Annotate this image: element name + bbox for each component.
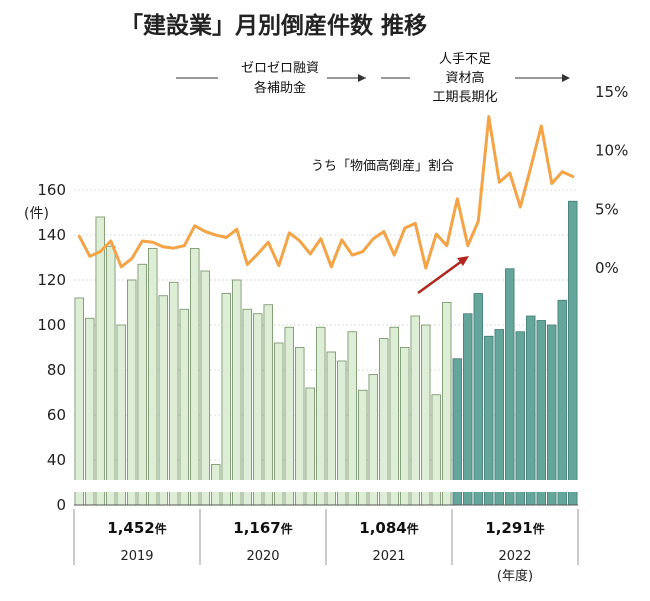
bar [137, 263, 147, 506]
phase1-line2: 各補助金 [254, 80, 306, 96]
svg-text:1,452件: 1,452件 [107, 519, 166, 537]
bar [169, 281, 179, 506]
bar [526, 315, 536, 506]
bar [116, 324, 126, 506]
y-tick-label: 60 [47, 406, 66, 424]
y-right-tick-label: 0% [595, 259, 619, 277]
bar [85, 317, 95, 506]
bar [284, 326, 294, 506]
y-axis-left: 160 140 120 100 80 60 40 0 [37, 181, 66, 514]
year-total-unit: 件 [155, 521, 167, 536]
y-tick-label: 40 [47, 451, 66, 469]
bar [190, 248, 200, 506]
svg-text:1,167件: 1,167件 [233, 519, 292, 537]
bar [421, 324, 431, 506]
bar [568, 200, 578, 506]
trend-arrow-icon [417, 256, 469, 295]
bar [484, 335, 494, 506]
x-axis-years: 1,452件 2019 1,167件 2020 1,084件 2021 1,29… [73, 509, 579, 584]
bar [442, 302, 452, 506]
bar [200, 270, 210, 506]
axis-break [72, 480, 580, 506]
phase2-line3: 工期長期化 [432, 90, 497, 105]
bars [74, 200, 578, 506]
ratio-label: うち「物価高倒産」割合 [311, 158, 454, 174]
y-axis-right: 15% 10% 5% 0% [595, 83, 628, 277]
year-total-unit: 件 [407, 521, 419, 536]
year-label: 2022 [498, 549, 531, 564]
bar [389, 326, 399, 506]
bar [253, 313, 263, 506]
year-block-2022: 1,291件 2022 [485, 519, 544, 564]
y-tick-label: 160 [37, 181, 66, 199]
phase2-line1: 人手不足 [439, 52, 491, 67]
bar [232, 279, 242, 506]
year-label: 2020 [246, 549, 279, 564]
bar [316, 326, 326, 506]
year-label: 2019 [120, 549, 153, 564]
phase1-annotation: ゼロゼロ融資 各補助金 [176, 61, 366, 96]
y-axis-unit: (件) [24, 206, 49, 222]
bar [515, 331, 525, 506]
phase2-line2: 資材高 [445, 70, 484, 86]
phase1-line1: ゼロゼロ融資 [241, 61, 319, 76]
year-total-unit: 件 [281, 521, 293, 536]
bar [263, 304, 273, 506]
bar [505, 268, 515, 506]
y-right-tick-label: 5% [595, 200, 619, 218]
svg-text:1,291件: 1,291件 [485, 519, 544, 537]
ratio-line-path [77, 115, 575, 270]
bar [74, 297, 84, 506]
phase2-arrowhead-icon [562, 74, 570, 82]
svg-text:1,084件: 1,084件 [359, 519, 418, 537]
bar [95, 216, 105, 506]
y-tick-label: 0 [56, 496, 66, 514]
phase2-annotation: 人手不足 資材高 工期長期化 [381, 52, 570, 105]
bar [106, 245, 116, 506]
y-tick-label: 140 [37, 226, 66, 244]
bar [494, 329, 504, 506]
y-right-tick-label: 15% [595, 83, 628, 101]
year-total-unit: 件 [533, 521, 545, 536]
grid [74, 189, 578, 461]
year-block-2020: 1,167件 2020 [233, 519, 292, 564]
year-total: 1,452 [107, 519, 154, 537]
year-block-2021: 1,084件 2021 [359, 519, 418, 564]
bar [221, 293, 231, 506]
bar [242, 308, 252, 506]
bar [347, 331, 357, 506]
bar [148, 248, 158, 506]
y-tick-label: 80 [47, 361, 66, 379]
bar [127, 279, 137, 506]
year-total: 1,291 [485, 519, 532, 537]
bar [410, 315, 420, 506]
year-total: 1,084 [359, 519, 406, 537]
bar [557, 299, 567, 506]
phase1-arrowhead-icon [358, 74, 366, 82]
year-label: 2021 [372, 549, 405, 564]
bar [473, 293, 483, 506]
bar [463, 313, 473, 506]
y-right-tick-label: 10% [595, 142, 628, 160]
fiscal-year-unit: (年度) [497, 568, 533, 584]
year-block-2019: 1,452件 2019 [107, 519, 166, 564]
y-tick-label: 100 [37, 316, 66, 334]
y-tick-label: 120 [37, 271, 66, 289]
bar [158, 295, 168, 506]
bar [179, 308, 189, 506]
bar [536, 320, 546, 506]
chart-title: 「建設業」月別倒産件数 推移 [120, 12, 427, 39]
ratio-line [77, 115, 575, 270]
bar [547, 324, 557, 506]
year-total: 1,167 [233, 519, 280, 537]
axis-break-band [72, 480, 580, 492]
